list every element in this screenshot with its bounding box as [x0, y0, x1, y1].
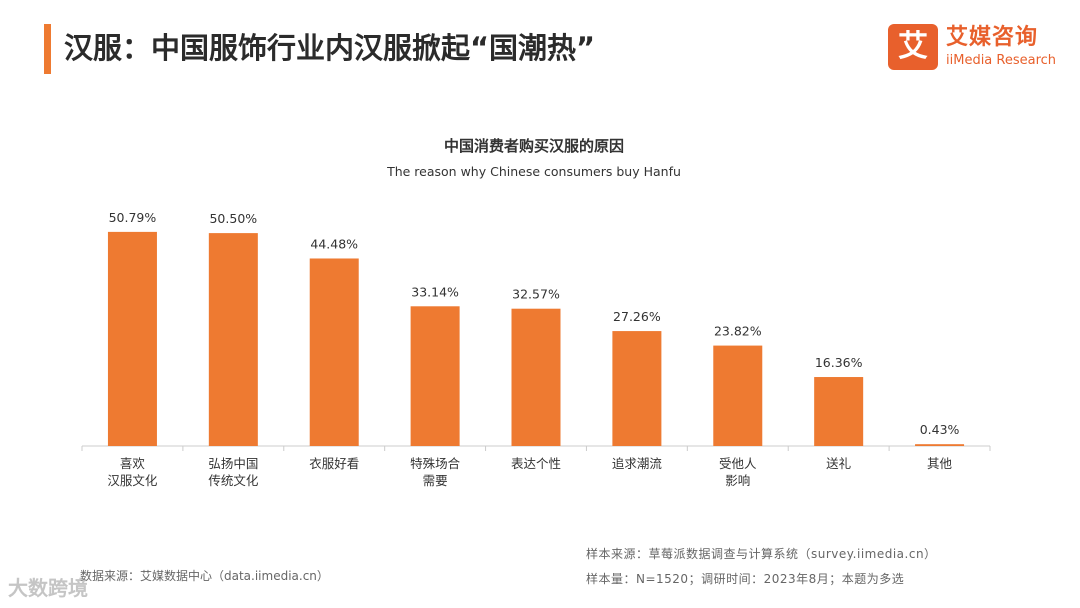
bar-value-label: 44.48%	[310, 236, 358, 251]
x-tick-label: 喜欢	[120, 456, 146, 471]
x-tick-label: 表达个性	[511, 456, 561, 471]
brand-name-en: iiMedia Research	[946, 53, 1057, 68]
x-tick-label: 送礼	[826, 456, 851, 471]
bar	[612, 331, 662, 446]
bar-value-label: 23.82%	[714, 324, 762, 339]
bar-value-label: 27.26%	[613, 309, 661, 324]
bar-value-label: 16.36%	[815, 355, 863, 370]
bar-value-label: 33.14%	[411, 284, 459, 299]
x-tick-label: 弘扬中国	[208, 456, 258, 471]
data-source-note: 数据来源：艾媒数据中心（data.iimedia.cn）	[80, 569, 329, 583]
brand-logo-icon: 艾	[888, 24, 938, 70]
x-tick-label: 汉服文化	[107, 473, 158, 488]
x-tick-label: 影响	[725, 473, 750, 488]
sample-source-note: 样本来源：草莓派数据调查与计算系统（survey.iimedia.cn）	[586, 547, 937, 561]
x-tick-label: 追求潮流	[612, 456, 663, 471]
bar	[713, 345, 763, 446]
bar	[511, 308, 561, 446]
chart-subtitle: The reason why Chinese consumers buy Han…	[387, 164, 681, 179]
watermark-text: 大数跨境	[8, 576, 88, 600]
x-tick-label: 特殊场合	[410, 456, 461, 471]
sample-info-note: 样本量：N=1520；调研时间：2023年8月；本题为多选	[586, 572, 905, 586]
bar	[915, 444, 965, 446]
brand-name-cn: 艾媒咨询	[946, 25, 1039, 50]
bar	[410, 306, 460, 446]
title-accent-bar	[44, 24, 51, 74]
x-tick-label: 衣服好看	[309, 456, 359, 471]
brand-logo-block: 艾 艾媒咨询 iiMedia Research	[888, 24, 1064, 72]
bar	[107, 231, 157, 446]
bar-value-label: 0.43%	[920, 422, 960, 437]
bar	[309, 258, 359, 446]
x-tick-label: 受他人	[719, 456, 757, 471]
x-tick-label: 其他	[927, 456, 953, 471]
bar-value-label: 32.57%	[512, 287, 560, 302]
bar-value-label: 50.79%	[109, 210, 157, 225]
bar-value-label: 50.50%	[209, 211, 257, 226]
x-tick-label: 需要	[423, 473, 448, 488]
x-tick-label: 传统文化	[208, 473, 259, 488]
bar	[208, 233, 258, 446]
bar	[814, 377, 864, 446]
chart-title: 中国消费者购买汉服的原因	[443, 137, 624, 155]
page-title: 汉服：中国服饰行业内汉服掀起“国潮热”	[64, 31, 596, 65]
